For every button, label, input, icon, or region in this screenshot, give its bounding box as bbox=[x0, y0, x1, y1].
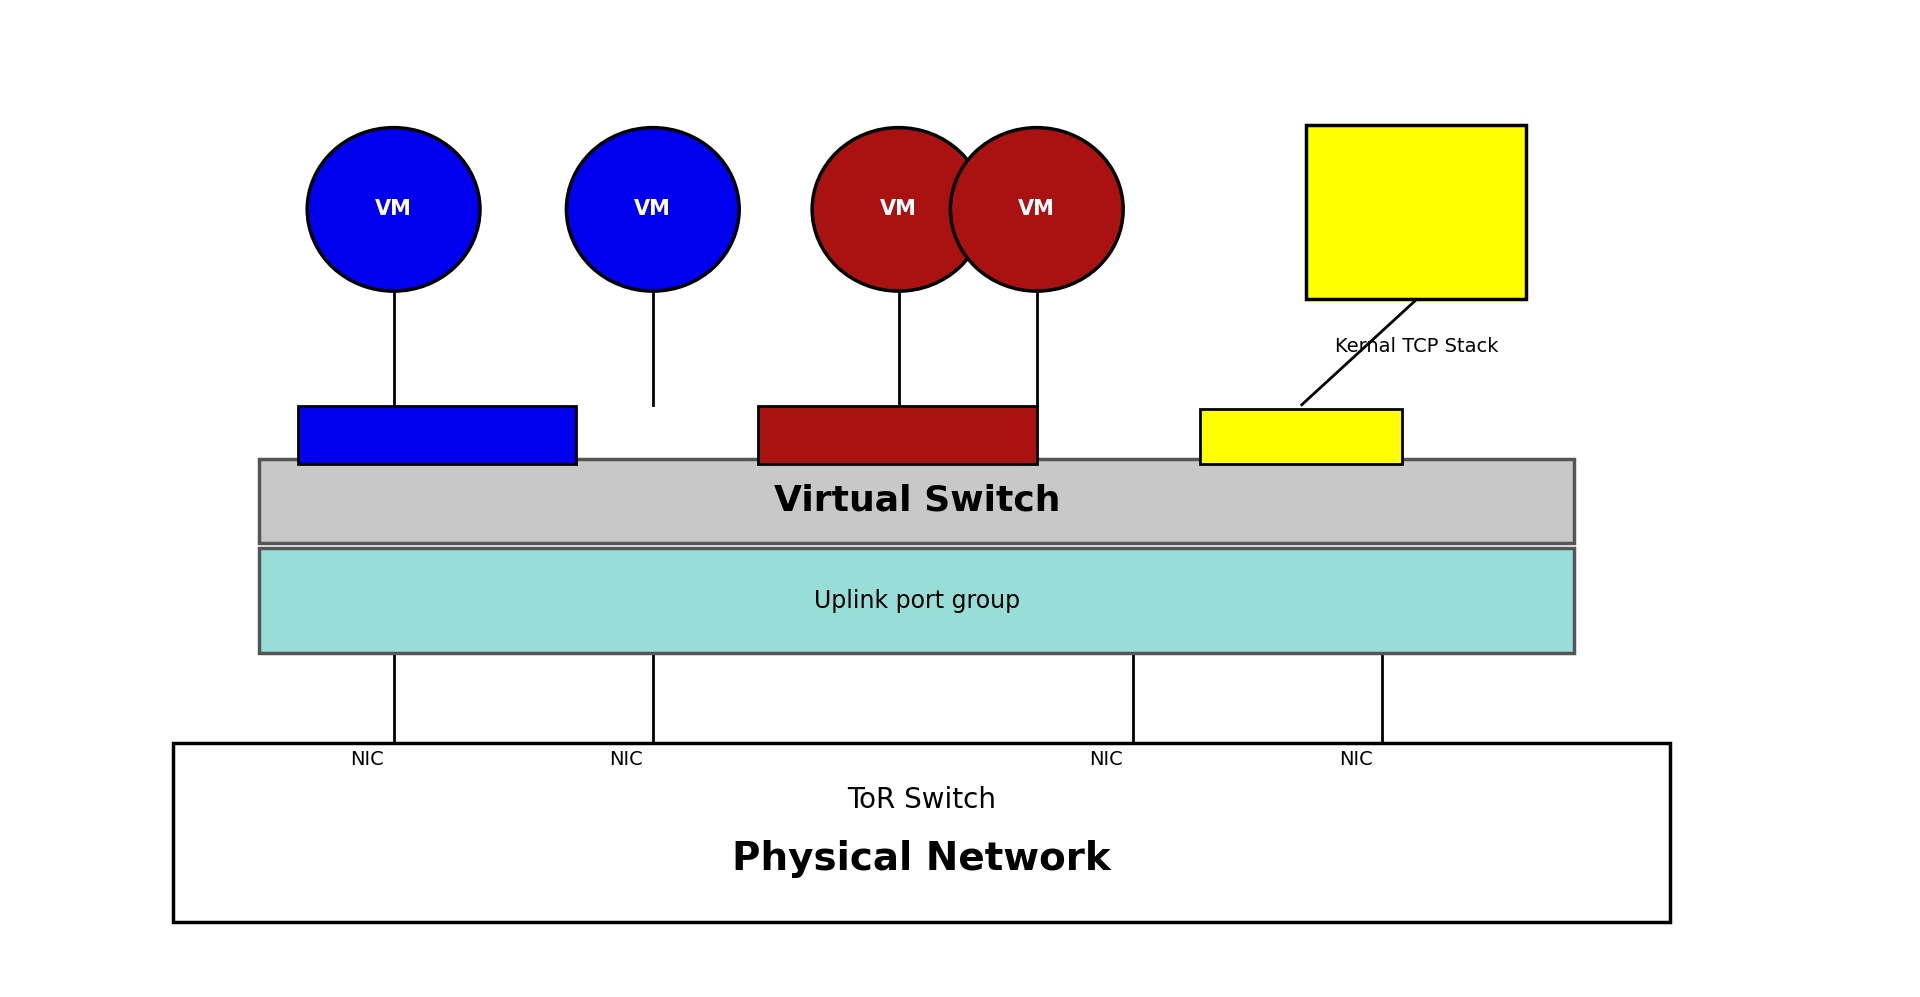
Text: VM: VM bbox=[879, 199, 918, 219]
Ellipse shape bbox=[812, 128, 985, 291]
FancyBboxPatch shape bbox=[173, 743, 1670, 922]
Text: NIC: NIC bbox=[349, 750, 384, 769]
FancyBboxPatch shape bbox=[1306, 125, 1526, 299]
FancyBboxPatch shape bbox=[259, 548, 1574, 653]
Text: ToR Switch: ToR Switch bbox=[847, 787, 996, 815]
Ellipse shape bbox=[566, 128, 739, 291]
Ellipse shape bbox=[307, 128, 480, 291]
Ellipse shape bbox=[950, 128, 1123, 291]
FancyBboxPatch shape bbox=[298, 406, 576, 464]
Text: PG: PG bbox=[420, 425, 453, 445]
Text: VM: VM bbox=[634, 199, 672, 219]
Text: NIC: NIC bbox=[609, 750, 643, 769]
Text: VM: VM bbox=[1018, 199, 1056, 219]
Text: Physical Network: Physical Network bbox=[732, 840, 1112, 878]
FancyBboxPatch shape bbox=[758, 406, 1037, 464]
Text: Uplink port group: Uplink port group bbox=[814, 588, 1020, 613]
Text: PG: PG bbox=[881, 425, 914, 445]
Text: Kernal TCP Stack: Kernal TCP Stack bbox=[1334, 337, 1500, 356]
Text: PG: PG bbox=[1284, 426, 1317, 447]
Text: VM: VM bbox=[374, 199, 413, 219]
Text: NIC: NIC bbox=[1089, 750, 1123, 769]
FancyBboxPatch shape bbox=[259, 459, 1574, 543]
Text: NIC: NIC bbox=[1338, 750, 1373, 769]
Text: Virtual Switch: Virtual Switch bbox=[774, 484, 1060, 518]
FancyBboxPatch shape bbox=[1200, 409, 1402, 464]
